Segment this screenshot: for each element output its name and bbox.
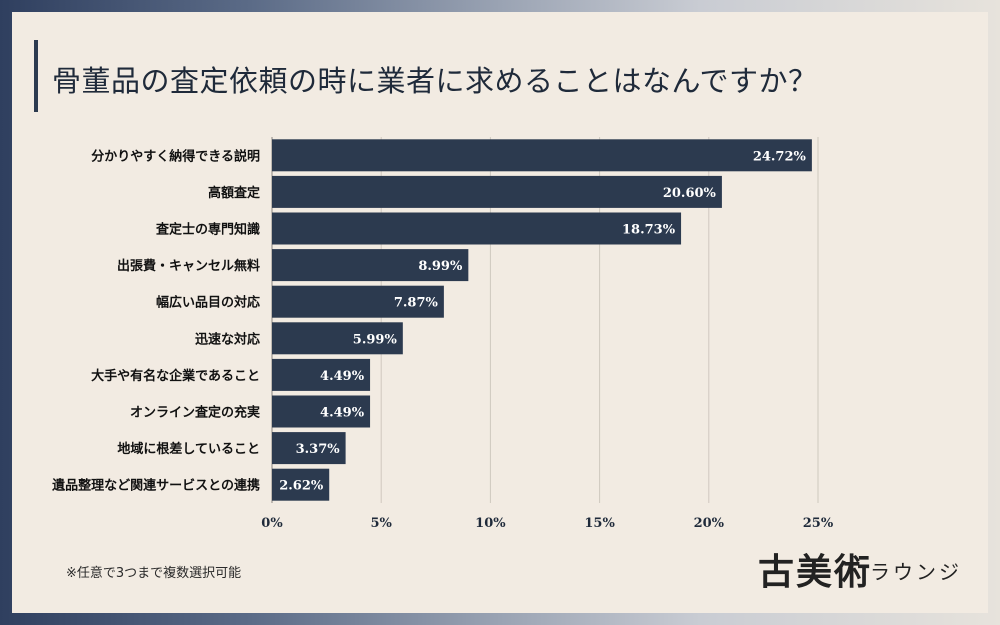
bar	[272, 212, 682, 245]
bar	[272, 139, 812, 172]
bar-value-label: 3.37%	[296, 442, 341, 457]
brand-logo: 古美術	[758, 551, 873, 593]
x-tick-label: 25%	[803, 516, 834, 531]
category-label: オンライン査定の充実	[130, 405, 260, 421]
category-label: 地域に根差していること	[117, 441, 260, 457]
brand-logo-sub: ラウンジ	[870, 560, 962, 584]
bar-value-label: 2.62%	[279, 479, 324, 494]
category-label: 幅広い品目の対応	[156, 295, 260, 311]
category-label: 遺品整理など関連サービスとの連携	[51, 478, 260, 494]
chart-panel	[12, 12, 988, 613]
category-label: 大手や有名な企業であること	[91, 368, 260, 384]
x-tick-label: 15%	[584, 516, 615, 531]
bar-value-label: 24.72%	[753, 149, 807, 164]
bar	[272, 175, 722, 208]
bar	[272, 249, 469, 282]
category-label: 出張費・キャンセル無料	[117, 258, 260, 274]
bar-value-label: 4.49%	[320, 406, 365, 421]
title-accent-bar	[34, 40, 38, 112]
bar-value-label: 20.60%	[663, 186, 717, 201]
category-label: 分かりやすく納得できる説明	[91, 148, 260, 164]
bar-value-label: 8.99%	[418, 259, 463, 274]
bar-value-label: 5.99%	[353, 332, 398, 347]
bar-value-label: 18.73%	[622, 223, 676, 238]
footnote: ※任意で3つまで複数選択可能	[66, 566, 242, 581]
bar	[272, 322, 403, 355]
bar-value-label: 7.87%	[394, 296, 439, 311]
category-label: 高額査定	[208, 185, 260, 201]
x-tick-label: 0%	[261, 516, 283, 531]
category-label: 迅速な対応	[195, 331, 260, 347]
bar	[272, 285, 444, 318]
bar	[272, 468, 330, 501]
bar	[272, 395, 371, 428]
bar-value-label: 4.49%	[320, 369, 365, 384]
x-tick-label: 10%	[475, 516, 506, 531]
page-title: 骨董品の査定依頼の時に業者に求めることはなんですか？	[52, 64, 818, 98]
x-tick-label: 5%	[370, 516, 392, 531]
bar	[272, 432, 346, 465]
category-label: 査定士の専門知識	[155, 222, 260, 238]
bar	[272, 358, 371, 391]
x-tick-label: 20%	[694, 516, 725, 531]
